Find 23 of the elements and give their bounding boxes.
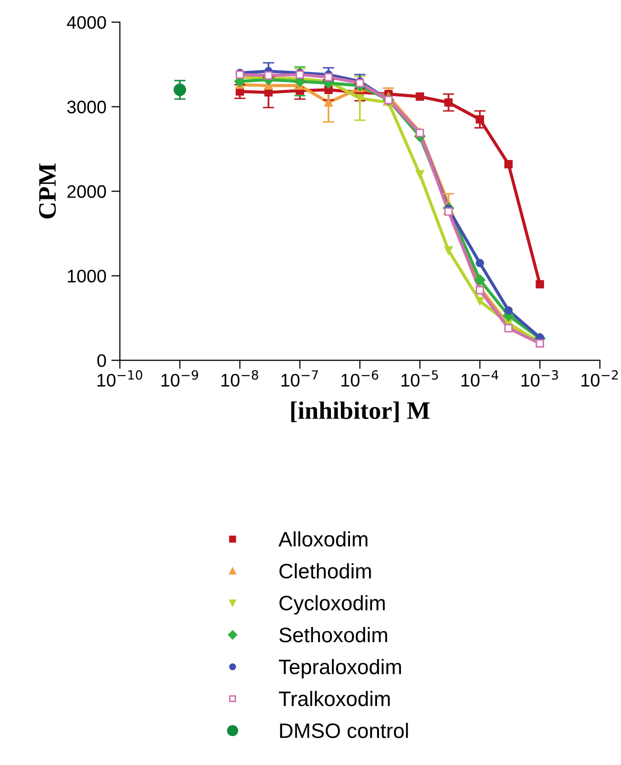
legend-label: Tepraloxodim [278,658,401,678]
x-tick-label: 10$^{−10}$ [97,370,142,387]
y-tick-label: 2000 [67,185,106,198]
legend-label: Cycloxodim [279,595,385,615]
x-axis-title: [inhibitor] M [291,401,430,422]
legend-label: Sethoxodim [279,627,388,642]
y-tick-label: 0 [97,354,106,368]
legend-label: DMSO control [280,722,408,738]
x-tick-label: 10$^{−7}$ [281,370,318,387]
legend-label: Clethodim [279,563,371,579]
y-tick-label: 4000 [66,16,106,29]
y-tick-label: 1000 [68,270,106,283]
x-tick-label: 10$^{−9}$ [161,370,198,387]
y-tick-label: 3000 [67,100,106,114]
x-tick-label: 10$^{−4}$ [461,370,498,387]
x-tick-label: 10$^{−6}$ [341,370,378,387]
x-tick-label: 10$^{−3}$ [521,370,558,387]
x-tick-label: 10$^{−5}$ [401,370,438,387]
y-axis-title: CPM [39,164,56,218]
x-tick-label: 10$^{−2}$ [581,370,618,387]
legend-label: Tralkoxodim [278,690,390,706]
legend-label: Alloxodim [278,531,368,547]
x-tick-label: 10$^{−8}$ [221,370,258,387]
